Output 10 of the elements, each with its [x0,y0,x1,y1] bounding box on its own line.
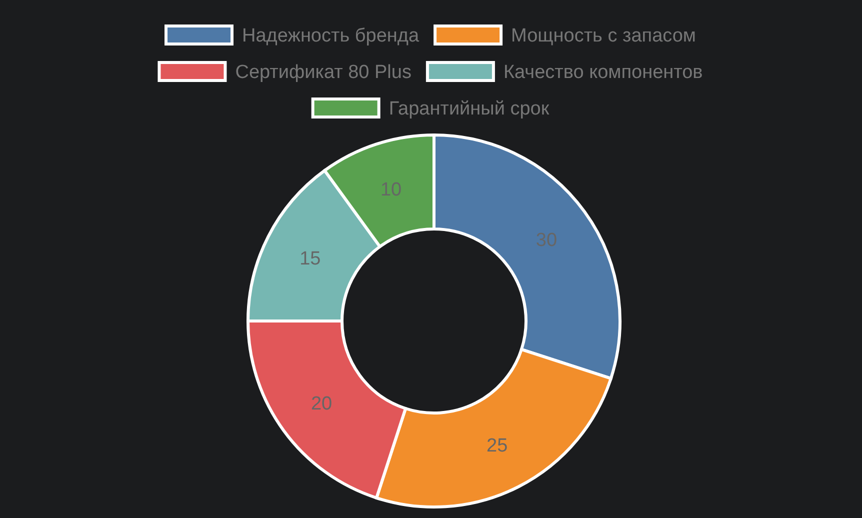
legend-label: Качество компонентов [503,62,703,84]
data-label: 10 [380,179,402,200]
data-label: 15 [300,248,321,270]
legend-label: Мощность с запасом [511,26,696,47]
legend-label: Гарантийный срок [388,98,550,120]
data-label: 20 [310,393,332,414]
legend-label: Надежность бренда [242,26,420,47]
data-label: 25 [486,436,508,456]
data-label: 30 [536,230,558,251]
legend-label: Сертификат 80 Plus [235,62,412,84]
